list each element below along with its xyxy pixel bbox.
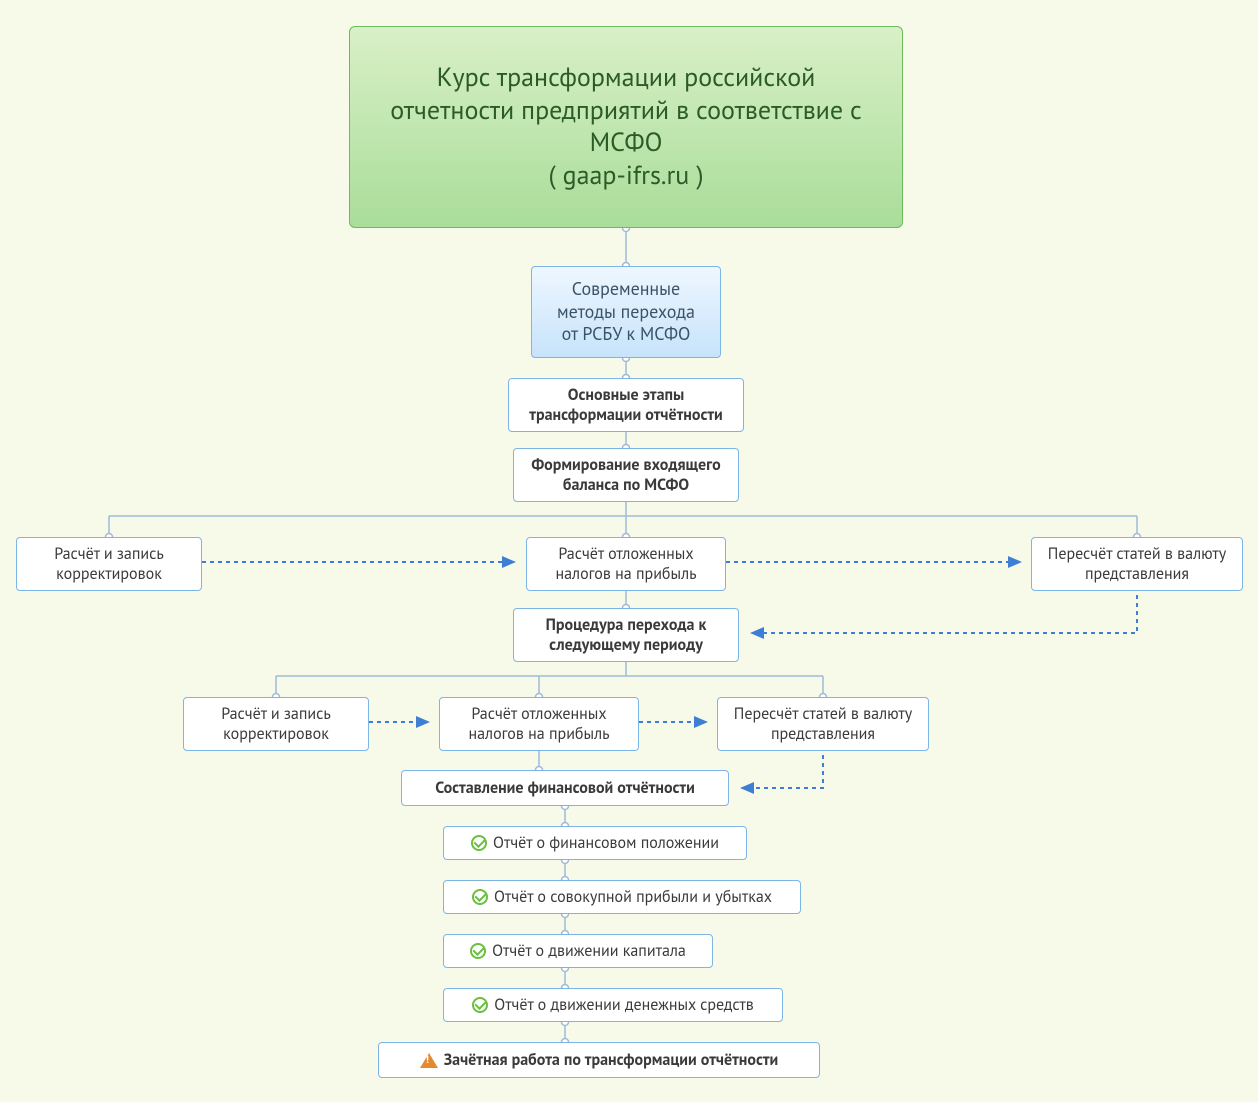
node-n6c: Пересчёт статей в валюту представления [717, 697, 929, 751]
node-label: Отчёт о движении денежных средств [494, 995, 754, 1015]
check-icon [471, 835, 487, 851]
node-r3: Отчёт о движении капитала [443, 934, 713, 968]
check-icon [472, 997, 488, 1013]
node-label: Современные методы перехода от РСБУ к МС… [550, 278, 702, 346]
node-n5: Процедура перехода к следующему периоду [513, 608, 739, 662]
node-label: Процедура перехода к следующему периоду [528, 615, 724, 655]
node-label: Зачётная работа по трансформации отчётно… [444, 1050, 779, 1070]
node-label: Отчёт о совокупной прибыли и убытках [494, 887, 772, 907]
node-label: Пересчёт статей в валюту представления [1046, 544, 1228, 584]
check-icon [472, 889, 488, 905]
node-label: Основные этапы трансформации отчётности [523, 385, 729, 425]
node-n4b: Расчёт отложенных налогов на прибыль [526, 537, 726, 591]
node-n1: Современные методы перехода от РСБУ к МС… [531, 266, 721, 358]
node-root: Курс трансформации российской отчетности… [349, 26, 903, 228]
node-label: Расчёт отложенных налогов на прибыль [454, 704, 624, 744]
node-label: Расчёт отложенных налогов на прибыль [541, 544, 711, 584]
node-label: Курс трансформации российской отчетности… [384, 62, 868, 192]
check-icon [470, 943, 486, 959]
node-label: Отчёт о финансовом положении [493, 833, 719, 853]
node-n6a: Расчёт и запись корректировок [183, 697, 369, 751]
node-label: Пересчёт статей в валюту представления [732, 704, 914, 744]
node-label: Отчёт о движении капитала [492, 941, 686, 961]
node-r2: Отчёт о совокупной прибыли и убытках [443, 880, 801, 914]
node-label: Расчёт и запись корректировок [31, 544, 187, 584]
node-label: Расчёт и запись корректировок [198, 704, 354, 744]
node-label: Составление финансовой отчётности [435, 778, 695, 798]
node-n6b: Расчёт отложенных налогов на прибыль [439, 697, 639, 751]
node-r5: Зачётная работа по трансформации отчётно… [378, 1042, 820, 1078]
warning-icon [420, 1053, 438, 1068]
node-n4c: Пересчёт статей в валюту представления [1031, 537, 1243, 591]
node-n3: Формирование входящего баланса по МСФО [513, 448, 739, 502]
node-r1: Отчёт о финансовом положении [443, 826, 747, 860]
node-r4: Отчёт о движении денежных средств [443, 988, 783, 1022]
node-n7: Составление финансовой отчётности [401, 770, 729, 806]
node-n4a: Расчёт и запись корректировок [16, 537, 202, 591]
node-label: Формирование входящего баланса по МСФО [528, 455, 724, 495]
node-n2: Основные этапы трансформации отчётности [508, 378, 744, 432]
